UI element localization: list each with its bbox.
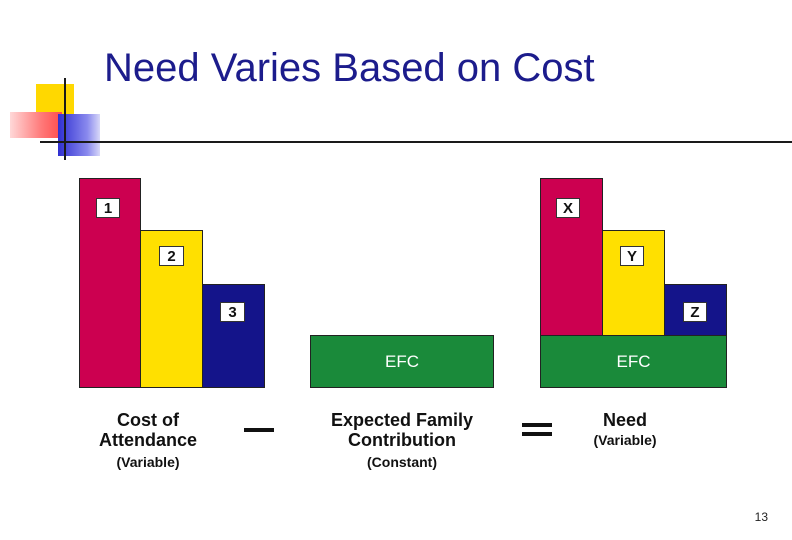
coa-bar-3 <box>202 284 265 388</box>
title-decoration-vertical-line <box>64 78 66 160</box>
coa-caption-line1: Cost of <box>117 410 179 430</box>
need-efc-bar <box>540 335 727 388</box>
need-efc-label: EFC <box>616 352 651 371</box>
efc-bar-label: EFC <box>385 352 419 371</box>
coa-caption-line2: Attendance <box>98 430 197 450</box>
coa-label-1: 1 <box>96 198 120 218</box>
need-label-y: Y <box>620 246 644 266</box>
need-label-x: X <box>556 198 580 218</box>
efc-sub: (Constant) <box>367 454 437 470</box>
slide-title: Need Varies Based on Cost <box>104 46 595 90</box>
equals-sign-bottom <box>522 432 552 436</box>
title-decoration-red-bar <box>10 112 62 138</box>
need-label-z: Z <box>683 302 707 322</box>
need-sub: (Variable) <box>593 432 657 448</box>
efc-bar <box>310 335 494 388</box>
equals-sign-top <box>522 423 552 427</box>
minus-sign <box>244 428 274 432</box>
coa-label-3: 3 <box>220 302 245 322</box>
title-underline <box>40 141 792 143</box>
coa-sub: (Variable) <box>116 454 180 470</box>
coa-label-2: 2 <box>159 246 184 266</box>
efc-caption-line2: Contribution <box>348 430 456 450</box>
efc-caption-line1: Expected Family <box>330 410 474 430</box>
need-caption-line1: Need <box>602 410 647 430</box>
page-number: 13 <box>754 510 768 524</box>
